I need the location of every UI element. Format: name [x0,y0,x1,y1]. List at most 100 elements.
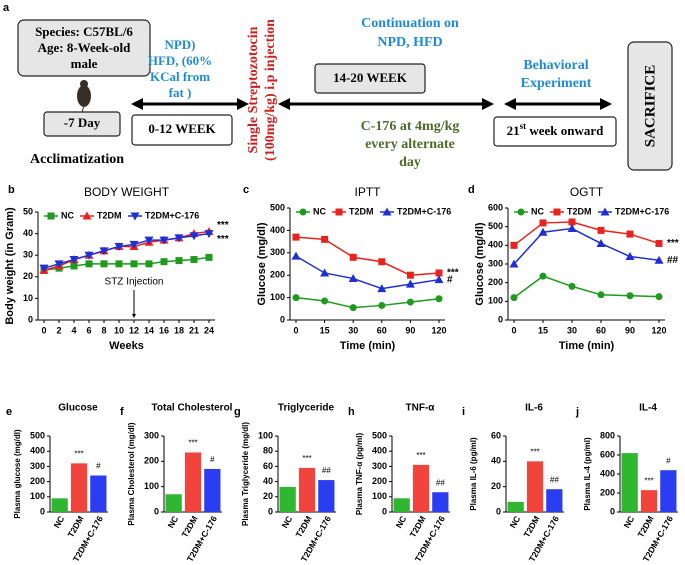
panel-label: b [8,184,15,196]
marker [99,247,109,256]
mouse-icon [77,80,91,118]
y-tick-label: 40 [23,228,33,238]
marker [159,236,169,245]
y-tick-label: 400 [30,446,45,456]
marker [654,255,664,264]
x-tick-label: 60 [596,325,606,335]
marker [69,256,79,265]
chart-title: TNF-α [406,403,436,414]
y-tick-label: 400 [488,240,503,250]
x-axis-label: Time (min) [559,340,615,352]
significance: # [666,456,671,465]
bar [318,480,335,512]
series-line [295,296,440,309]
x-tick-label: 8 [101,325,106,335]
marker [597,291,605,299]
y-tick-label: 20 [23,271,33,281]
y-tick-label: 100 [144,481,159,491]
marker [292,294,300,302]
annotation: ## [667,255,679,266]
annotation: *** [217,220,229,231]
marker [349,304,357,312]
stz-text: (100mg/kg) i.p injection [263,19,278,161]
behavior-text: Behavioral [523,58,588,73]
box-text: male [71,56,98,71]
y-tick-label: 40 [491,456,501,466]
y-tick-label: 0 [154,506,159,516]
series-line [295,255,440,290]
bar [393,498,410,512]
behavior-text: Experiment [521,76,592,91]
y-axis-label: Glucose (mg/dl) [474,222,486,305]
x-tick-label: 10 [114,325,124,335]
x-tick-label: 0 [41,325,46,335]
box [493,116,617,147]
box [627,41,673,171]
x-tick-label: 90 [405,325,415,335]
marker [299,208,307,216]
marker [114,243,124,252]
y-tick-label: 600 [488,202,503,212]
x-tick-label: 2 [56,325,61,335]
y-axis-label: Body weight (in Gram) [4,207,16,325]
bar [507,501,524,512]
label: Acclimatization [30,152,124,167]
bar [51,498,68,512]
y-tick-label: 500 [270,202,285,212]
stz-text: Single Streptozotocin [246,26,261,153]
marker [175,257,183,265]
bar [412,464,430,512]
y-tick-label: 400 [372,446,387,456]
panel-label: f [120,406,124,418]
y-axis-label: Plasma glucose (mg/dl) [13,429,22,519]
marker [378,258,386,266]
significance: *** [416,451,425,460]
y-tick-label: 80 [263,446,273,456]
y-tick-label: 200 [144,456,159,466]
x-tick-label: 0 [511,325,516,335]
y-tick-label: 300 [30,461,45,471]
marker [553,208,561,216]
x-tick-label: 24 [204,325,214,335]
marker [335,208,343,216]
marker [510,294,518,302]
annotation: STZ Injection [105,277,164,288]
x-tick-label: 18 [174,325,184,335]
diet-text: HFD, (60% [148,53,212,68]
bar [432,492,449,512]
marker [174,234,184,243]
y-tick-label: 300 [372,461,387,471]
marker [190,256,198,264]
marker [378,301,386,309]
y-tick-label: 500 [30,430,45,440]
bar [184,452,202,512]
marker [144,236,154,245]
x-tick-label: 0 [293,325,298,335]
marker [85,260,93,268]
y-tick-label: 10 [23,293,33,303]
legend-label: NC [531,206,544,216]
diet-text: KCal from [150,69,210,84]
y-tick-label: 0 [268,506,273,516]
x-tick-label: NC [394,514,409,530]
significance: *** [188,439,197,448]
x-tick-label: 90 [625,325,635,335]
box-text: 21st week onward [507,121,605,138]
marker [321,235,329,243]
marker [84,251,94,260]
panel-label: h [348,406,355,418]
annotation: *** [447,268,459,279]
marker [47,212,55,220]
marker [205,253,213,261]
y-tick-label: 600 [600,449,615,459]
marker [517,208,525,216]
bar [298,467,316,512]
x-axis-label: Weeks [109,340,144,352]
marker [406,298,414,306]
marker [655,239,663,247]
annotation: *** [667,238,679,249]
y-tick-label: 40 [263,476,273,486]
y-tick-label: 800 [600,430,615,440]
bar [70,463,88,512]
x-tick-label: 120 [651,325,666,335]
